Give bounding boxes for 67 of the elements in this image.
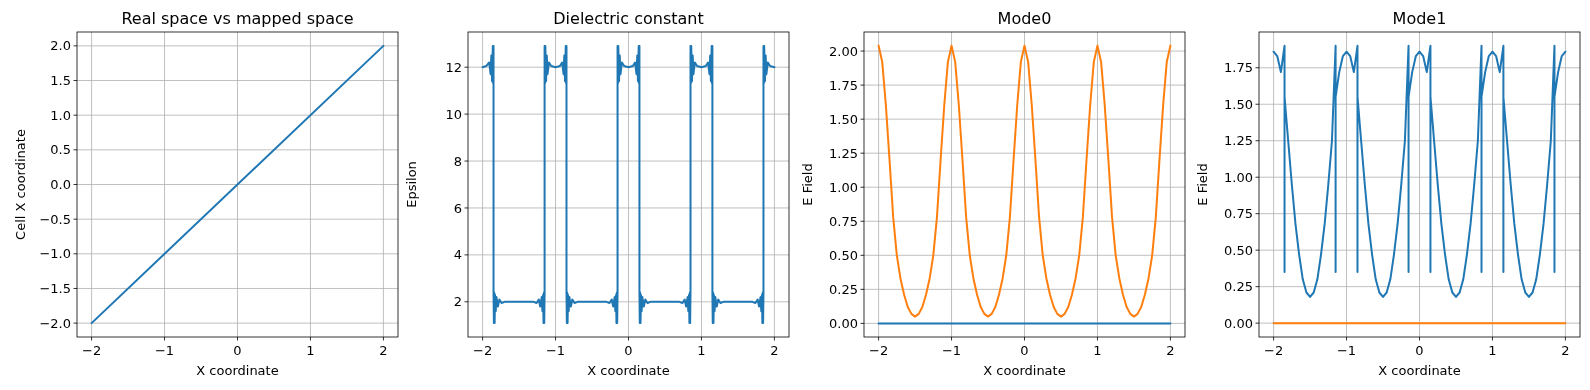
y-tick-label: 0.0 bbox=[50, 177, 71, 193]
x-tick-label: 1 bbox=[1093, 343, 1102, 358]
x-axis-title: X coordinate bbox=[1378, 363, 1461, 378]
x-tick-label: −1 bbox=[941, 343, 962, 358]
x-tick-label: −2 bbox=[1264, 343, 1284, 358]
x-tick-label: −1 bbox=[154, 343, 175, 358]
y-tick-label: 0.50 bbox=[1224, 242, 1253, 258]
x-tick-label: 1 bbox=[697, 343, 706, 358]
y-tick-label: 1.00 bbox=[1224, 169, 1253, 185]
line-series bbox=[481, 45, 776, 324]
x-tick-label: 0 bbox=[233, 343, 242, 358]
x-tick-label: 0 bbox=[1415, 343, 1424, 358]
x-tick-label: 1 bbox=[306, 343, 315, 358]
y-tick-label: 1.50 bbox=[829, 111, 858, 127]
y-tick-label: 1.25 bbox=[829, 145, 858, 161]
x-axis-title: X coordinate bbox=[983, 363, 1066, 378]
x-tick-label: −2 bbox=[869, 343, 889, 358]
chart-title: Real space vs mapped space bbox=[121, 9, 354, 28]
x-tick-label: 2 bbox=[379, 343, 388, 358]
y-tick-label: 1.00 bbox=[829, 179, 858, 195]
y-tick-label: −2.0 bbox=[39, 315, 71, 331]
y-tick-label: 2 bbox=[453, 294, 462, 310]
y-tick-label: 0.00 bbox=[829, 315, 858, 331]
y-tick-label: 1.75 bbox=[829, 77, 858, 93]
y-axis-title: Epsilon bbox=[404, 161, 419, 208]
x-tick-label: 0 bbox=[1020, 343, 1029, 358]
y-axis-title: E Field bbox=[800, 163, 815, 206]
chart-title: Mode0 bbox=[997, 9, 1052, 28]
x-tick-label: 0 bbox=[624, 343, 633, 358]
y-tick-label: 1.0 bbox=[50, 107, 71, 123]
y-tick-label: 0.5 bbox=[50, 142, 71, 158]
y-tick-label: 2.0 bbox=[50, 38, 71, 54]
x-tick-label: −2 bbox=[82, 343, 102, 358]
line-series bbox=[877, 44, 1172, 318]
y-tick-label: 1.50 bbox=[1224, 96, 1253, 112]
y-axis-title: Cell X coordinate bbox=[13, 129, 28, 240]
line-series bbox=[1272, 44, 1567, 298]
x-tick-label: 2 bbox=[1166, 343, 1175, 358]
y-tick-label: 1.75 bbox=[1224, 60, 1253, 76]
y-tick-label: 0.75 bbox=[1224, 206, 1253, 222]
x-tick-label: −1 bbox=[1336, 343, 1357, 358]
y-tick-label: 12 bbox=[445, 59, 462, 75]
y-tick-label: 0.50 bbox=[829, 247, 858, 263]
y-tick-label: −1.0 bbox=[39, 246, 71, 262]
x-tick-label: 1 bbox=[1488, 343, 1497, 358]
x-tick-label: −1 bbox=[545, 343, 566, 358]
x-axis-title: X coordinate bbox=[196, 363, 279, 378]
y-tick-label: 0.75 bbox=[829, 213, 858, 229]
y-axis-title: E Field bbox=[1195, 163, 1210, 206]
y-tick-label: 1.25 bbox=[1224, 133, 1253, 149]
y-tick-label: 4 bbox=[453, 247, 462, 263]
x-tick-label: 2 bbox=[770, 343, 779, 358]
y-tick-label: 6 bbox=[453, 200, 462, 216]
y-tick-label: 2.00 bbox=[829, 43, 858, 59]
y-tick-label: 0.25 bbox=[829, 281, 858, 297]
y-tick-label: 0.00 bbox=[1224, 315, 1253, 331]
y-tick-label: 10 bbox=[445, 106, 462, 122]
chart-title: Dielectric constant bbox=[553, 9, 704, 28]
x-axis-title: X coordinate bbox=[587, 363, 670, 378]
x-tick-label: 2 bbox=[1561, 343, 1570, 358]
y-tick-label: 1.5 bbox=[50, 73, 71, 89]
y-tick-label: 0.25 bbox=[1224, 279, 1253, 295]
y-tick-label: −1.5 bbox=[39, 281, 71, 297]
y-tick-label: 8 bbox=[453, 153, 462, 169]
x-tick-label: −2 bbox=[473, 343, 493, 358]
chart-title: Mode1 bbox=[1392, 9, 1447, 28]
y-tick-label: −0.5 bbox=[39, 211, 71, 227]
